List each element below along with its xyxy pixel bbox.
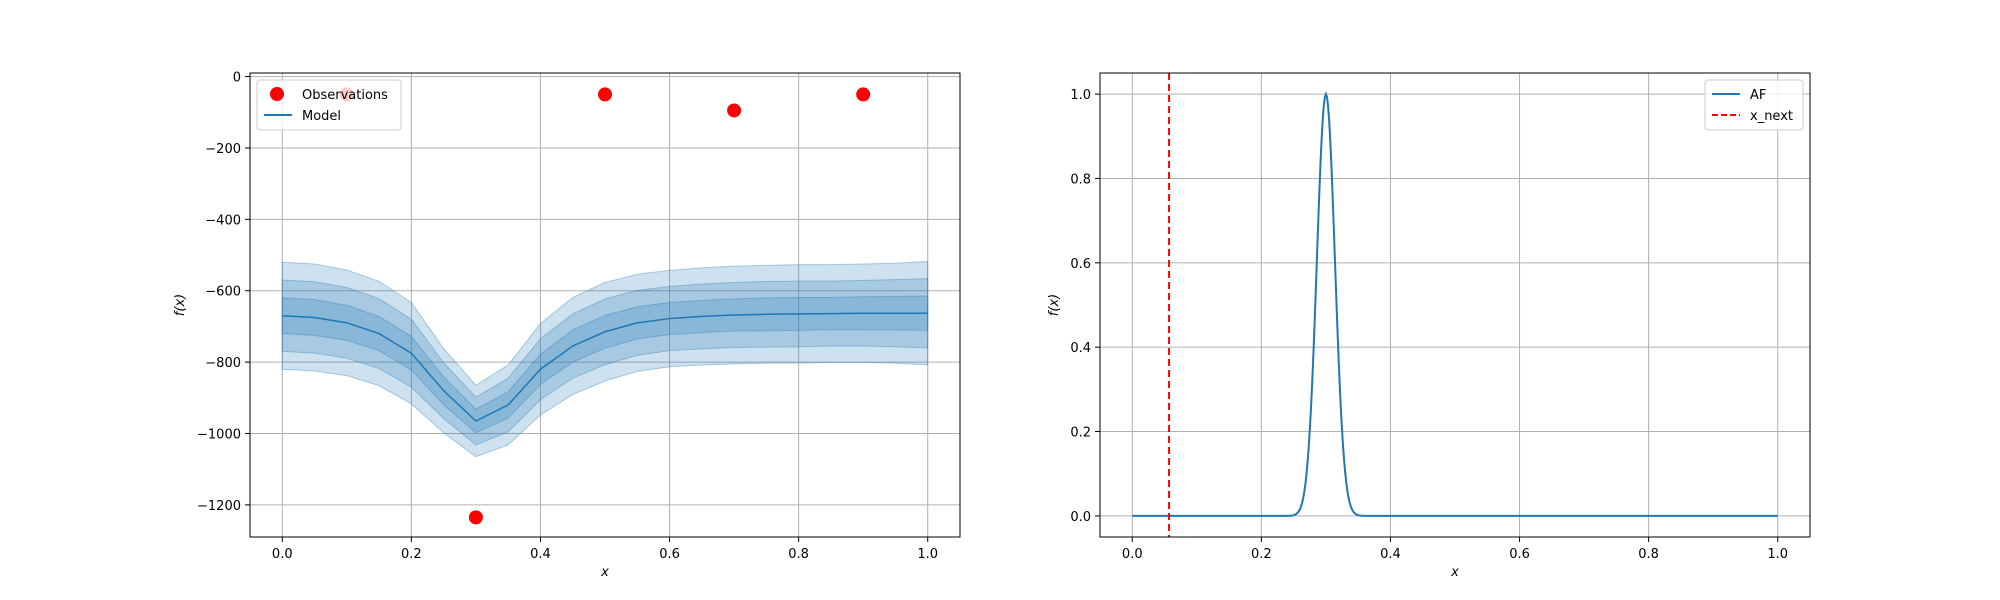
grid: [250, 73, 960, 537]
x-tick-label: 1.0: [1767, 547, 1788, 562]
y-axis-label: f(x): [173, 294, 188, 316]
grid: [1100, 73, 1810, 537]
y-tick-label: 0.8: [1070, 172, 1091, 187]
y-tick-label: −600: [205, 285, 241, 300]
observation-point: [856, 87, 871, 102]
legend-box: [256, 79, 402, 131]
y-tick-label: 0.6: [1070, 257, 1091, 272]
observation-point: [598, 87, 612, 102]
x-tick-label: 0.6: [659, 547, 680, 562]
legend: Observations Model: [256, 79, 402, 131]
x-axis-label: x: [1450, 565, 1459, 580]
axis-ticks: 0.0 0.2 0.4 0.6 0.8 1.0 0 −200 −400 −600 −800 −1000…: [197, 71, 938, 562]
y-tick-label: −200: [205, 142, 241, 157]
x-tick-label: 0.4: [1380, 547, 1401, 562]
plot-area: [281, 87, 929, 525]
uncertainty-band: [281, 278, 929, 446]
y-axis-label: f(x): [1047, 294, 1062, 316]
plot-frame: [1099, 72, 1811, 538]
plot-frame: [249, 72, 961, 538]
x-tick-label: 0.6: [1509, 547, 1530, 562]
model-chart: 0.0 0.2 0.4 0.6 0.8 1.0 0 −200 −400 −600 −800 −1000…: [173, 71, 961, 580]
axis-ticks: 0.0 0.2 0.4 0.6 0.8 1.0 0.0 0.2 0.4 0.6 0.8 1.0: [1070, 88, 1788, 562]
x-tick-label: 1.0: [917, 547, 938, 562]
legend-label: Observations: [302, 88, 388, 103]
legend: AF x_next: [1704, 79, 1804, 131]
x-tick-label: 0.2: [401, 547, 422, 562]
uncertainty-band: [281, 260, 929, 458]
plot-area: [1132, 73, 1778, 537]
y-tick-label: −1200: [197, 499, 241, 514]
y-tick-label: 0.2: [1070, 426, 1091, 441]
legend-label: Model: [302, 109, 341, 124]
x-tick-label: 0.8: [1638, 547, 1659, 562]
af-line: [1132, 91, 1778, 517]
x-tick-label: 0.4: [530, 547, 551, 562]
x-tick-label: 0.2: [1251, 547, 1272, 562]
x-tick-label: 0.0: [272, 547, 293, 562]
x-axis-label: x: [600, 565, 609, 580]
observation-point: [727, 103, 742, 118]
y-tick-label: 1.0: [1070, 88, 1091, 103]
legend-label: AF: [1750, 88, 1766, 103]
y-tick-label: 0.4: [1070, 341, 1091, 356]
y-tick-label: −800: [205, 356, 241, 371]
legend-label: x_next: [1750, 109, 1793, 124]
y-tick-label: −400: [205, 213, 241, 228]
x-tick-label: 0.8: [788, 547, 809, 562]
acquisition-chart: 0.0 0.2 0.4 0.6 0.8 1.0 0.0 0.2 0.4 0.6 0.8 1.0 x f(x…: [1047, 72, 1811, 580]
y-tick-label: 0.0: [1070, 510, 1091, 525]
y-tick-label: 0: [233, 71, 241, 86]
legend-box: [1704, 79, 1804, 131]
uncertainty-band: [281, 295, 929, 434]
x-tick-label: 0.0: [1122, 547, 1143, 562]
legend-marker: [270, 87, 284, 101]
y-tick-label: −1000: [197, 427, 241, 442]
observation-point: [468, 510, 483, 525]
model-mean-line: [282, 312, 928, 422]
